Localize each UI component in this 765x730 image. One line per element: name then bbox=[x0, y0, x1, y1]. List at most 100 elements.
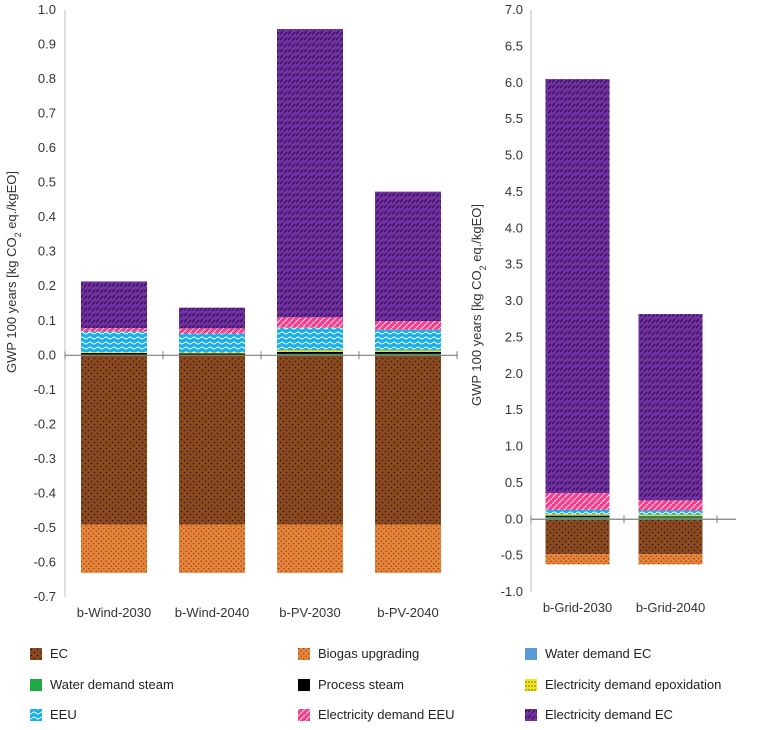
left-chart-y-axis-title: GWP 100 years [kg CO2 eq./kgEO] bbox=[4, 171, 23, 373]
bar-segment-eeu bbox=[375, 329, 441, 351]
right-chart-axes bbox=[530, 10, 736, 592]
bar-segment-electricity-demand-epoxidation bbox=[638, 514, 703, 517]
bar-segment-process-steam bbox=[375, 351, 441, 354]
bar-segment-ec bbox=[277, 355, 343, 525]
category-label: b-Grid-2040 bbox=[636, 600, 705, 615]
bar-segment-eeu bbox=[179, 333, 245, 353]
y-tick-label: 2.0 bbox=[505, 366, 523, 381]
bar-segment-electricity-demand-ec bbox=[277, 28, 343, 318]
y-tick-label: 1.0 bbox=[38, 2, 56, 17]
legend-item-water-demand-ec: Water demand EC bbox=[525, 646, 651, 661]
legend-swatch bbox=[298, 679, 310, 691]
legend-swatch bbox=[298, 709, 310, 721]
legend-swatch bbox=[525, 709, 537, 721]
bar-segment-ec bbox=[179, 355, 245, 525]
bar-segment-process-steam bbox=[81, 352, 147, 355]
legend-item-eeu: EEU bbox=[30, 707, 77, 722]
bar-segment-electricity-demand-ec bbox=[179, 307, 245, 329]
y-tick-label: 0.6 bbox=[38, 140, 56, 155]
category-label: b-Grid-2030 bbox=[543, 600, 612, 615]
y-tick-label: -0.2 bbox=[34, 416, 56, 431]
bar-segment-process-steam bbox=[179, 353, 245, 355]
right-chart-category-labels: b-Grid-2030 b-Grid-2040 bbox=[543, 600, 705, 615]
bar-segment-water-demand-steam bbox=[545, 517, 610, 519]
bar-segment-electricity-demand-eeu bbox=[375, 321, 441, 330]
left-chart-y-ticks: 1.0 0.9 0.8 0.7 0.6 0.5 0.4 0.3 0.2 0.1 0.0 -0.1 -0.… bbox=[34, 2, 56, 604]
bar-segment-eeu bbox=[81, 331, 147, 353]
bar-segment-process-steam bbox=[638, 516, 703, 518]
y-tick-label: -0.1 bbox=[34, 382, 56, 397]
bar-segment-electricity-demand-ec bbox=[375, 191, 441, 322]
bar-segment-biogas-upgrading bbox=[638, 554, 703, 565]
y-tick-label: 5.5 bbox=[505, 111, 523, 126]
bar-segment-electricity-demand-epoxidation bbox=[545, 514, 610, 516]
y-tick-label: -0.6 bbox=[34, 554, 56, 569]
left-chart-category-labels: b-Wind-2030 b-Wind-2040 b-PV-2030 b-PV-2040 bbox=[77, 605, 439, 620]
legend-item-electricity-demand-epoxidation: Electricity demand epoxidation bbox=[525, 677, 721, 692]
bar-segment-water-demand-steam bbox=[638, 517, 703, 519]
legend-label: Water demand EC bbox=[545, 646, 651, 661]
right-chart-y-axis-title: GWP 100 years [kg CO2 eq./kgEO] bbox=[469, 204, 488, 406]
y-tick-label: 0.7 bbox=[38, 106, 56, 121]
y-tick-label: -0.3 bbox=[34, 451, 56, 466]
y-tick-label: 0.5 bbox=[505, 475, 523, 490]
y-tick-label: -0.7 bbox=[34, 589, 56, 604]
bar-segment-electricity-demand-epoxidation bbox=[375, 350, 441, 352]
legend-item-process-steam: Process steam bbox=[298, 677, 404, 692]
y-tick-label: 3.0 bbox=[505, 293, 523, 308]
category-label: b-Wind-2040 bbox=[175, 605, 249, 620]
y-tick-label: 7.0 bbox=[505, 2, 523, 17]
y-tick-label: 4.5 bbox=[505, 184, 523, 199]
y-tick-label: 0.2 bbox=[38, 278, 56, 293]
left-chart-axes bbox=[64, 10, 458, 597]
legend-swatch bbox=[298, 648, 310, 660]
bar-segment-eeu bbox=[277, 327, 343, 351]
right-chart-bars bbox=[545, 79, 703, 565]
y-tick-label: 2.5 bbox=[505, 329, 523, 344]
bar-segment-eeu bbox=[545, 509, 610, 515]
y-tick-label: -0.5 bbox=[501, 548, 523, 563]
bar-segment-ec bbox=[81, 355, 147, 525]
y-tick-label: 1.5 bbox=[505, 402, 523, 417]
bar-segment-electricity-demand-eeu bbox=[81, 328, 147, 332]
y-tick-label: 1.0 bbox=[505, 439, 523, 454]
legend-swatch bbox=[525, 679, 537, 691]
y-tick-label: 6.0 bbox=[505, 75, 523, 90]
legend-label: Electricity demand EC bbox=[545, 707, 673, 722]
y-tick-label: 0.9 bbox=[38, 37, 56, 52]
legend-label: Electricity demand epoxidation bbox=[545, 677, 721, 692]
y-tick-label: 4.0 bbox=[505, 220, 523, 235]
y-tick-label: 0.0 bbox=[505, 511, 523, 526]
y-tick-label: -1.0 bbox=[501, 584, 523, 599]
bar-segment-electricity-demand-eeu bbox=[179, 328, 245, 334]
legend-label: EEU bbox=[50, 707, 77, 722]
category-label: b-Wind-2030 bbox=[77, 605, 151, 620]
y-tick-label: -0.5 bbox=[34, 520, 56, 535]
y-tick-label: 0.4 bbox=[38, 209, 56, 224]
bar-segment-biogas-upgrading bbox=[375, 524, 441, 573]
bar-segment-biogas-upgrading bbox=[179, 524, 245, 573]
y-tick-label: 0.3 bbox=[38, 244, 56, 259]
y-tick-label: 0.8 bbox=[38, 71, 56, 86]
legend-swatch bbox=[525, 648, 537, 660]
bar-segment-eeu bbox=[638, 510, 703, 515]
bar-segment-ec bbox=[375, 355, 441, 525]
y-tick-label: 6.5 bbox=[505, 38, 523, 53]
legend-item-water-demand-steam: Water demand steam bbox=[30, 677, 174, 692]
bar-segment-electricity-demand-eeu bbox=[545, 493, 610, 510]
bar-segment-electricity-demand-ec bbox=[638, 314, 703, 501]
left-chart-bars bbox=[81, 28, 441, 573]
legend: EC Biogas upgrading Water demand EC Water d… bbox=[30, 646, 721, 722]
legend-item-biogas-upgrading: Biogas upgrading bbox=[298, 646, 419, 661]
legend-label: Electricity demand EEU bbox=[318, 707, 455, 722]
y-tick-label: 0.5 bbox=[38, 175, 56, 190]
bar-segment-electricity-demand-eeu bbox=[638, 500, 703, 511]
legend-item-electricity-demand-ec: Electricity demand EC bbox=[525, 707, 673, 722]
right-chart-y-ticks: 7.0 6.5 6.0 5.5 5.0 4.5 4.0 3.5 3.0 2.5 2.0 1.5 1.0 0… bbox=[501, 2, 523, 599]
legend-swatch bbox=[30, 709, 42, 721]
bar-segment-biogas-upgrading bbox=[277, 524, 343, 573]
bar-segment-electricity-demand-epoxidation bbox=[81, 352, 147, 353]
bar-segment-process-steam bbox=[277, 351, 343, 354]
bar-segment-electricity-demand-ec bbox=[545, 79, 610, 494]
legend-item-ec: EC bbox=[30, 646, 68, 661]
